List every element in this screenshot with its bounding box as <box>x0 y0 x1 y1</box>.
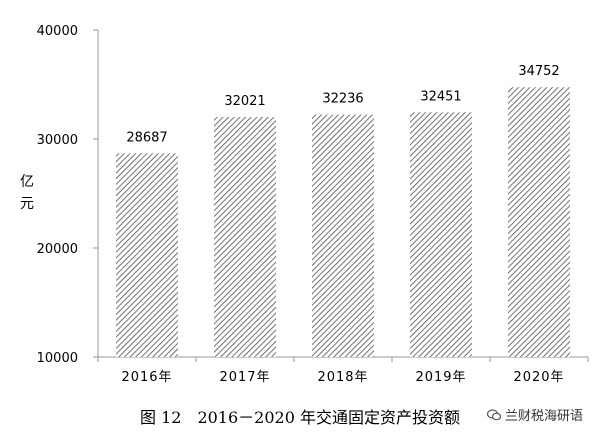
x-category-label: 2017年 <box>219 370 270 385</box>
bar <box>508 87 570 358</box>
labels: 10000 20000 30000 40000 亿元 28687 2016年 32021 201… <box>20 24 564 385</box>
x-category-label: 2020年 <box>513 370 564 385</box>
y-tick-label: 30000 <box>37 133 78 148</box>
bar <box>214 116 276 357</box>
y-tick-label: 10000 <box>37 351 78 366</box>
data-label: 32021 <box>224 94 265 109</box>
data-label: 34752 <box>518 64 559 79</box>
bar <box>312 114 374 358</box>
y-tick-label: 40000 <box>37 24 78 39</box>
watermark: 兰财税海研语 <box>483 404 586 425</box>
figure-caption: 图 12 2016－2020 年交通固定资产投资额 <box>140 408 460 427</box>
data-label: 32236 <box>322 92 363 107</box>
y-tick-label: 20000 <box>37 242 78 257</box>
x-category-label: 2016年 <box>121 370 172 385</box>
y-axis-label: 元 <box>20 196 34 212</box>
data-label: 28687 <box>126 130 167 145</box>
x-category-label: 2019年 <box>415 370 466 385</box>
data-label: 32451 <box>420 89 461 104</box>
y-axis-label: 亿 <box>20 174 34 190</box>
bar-chart: 10000 20000 30000 40000 亿元 28687 2016年 32021 201… <box>20 24 589 385</box>
x-category-label: 2018年 <box>317 370 368 385</box>
wechat-icon <box>486 408 501 420</box>
bar <box>116 153 178 357</box>
watermark-text: 兰财税海研语 <box>504 409 583 424</box>
bar <box>410 112 472 357</box>
bars <box>116 87 570 358</box>
